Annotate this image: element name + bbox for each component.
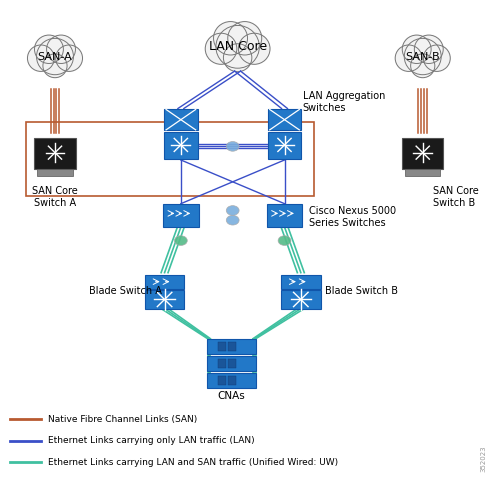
Text: Native Fibre Channel Links (SAN): Native Fibre Channel Links (SAN) — [48, 415, 197, 424]
FancyBboxPatch shape — [34, 138, 76, 169]
FancyBboxPatch shape — [37, 169, 73, 176]
Text: 352023: 352023 — [481, 445, 487, 472]
Circle shape — [213, 21, 248, 55]
FancyBboxPatch shape — [228, 342, 236, 351]
Ellipse shape — [226, 215, 239, 225]
FancyBboxPatch shape — [145, 275, 184, 289]
Ellipse shape — [174, 236, 187, 245]
Circle shape — [216, 25, 259, 68]
Text: SAN Core
Switch A: SAN Core Switch A — [32, 186, 78, 208]
FancyBboxPatch shape — [164, 109, 198, 131]
Circle shape — [223, 44, 252, 72]
Text: Ethernet Links carrying LAN and SAN traffic (Unified Wired: UW): Ethernet Links carrying LAN and SAN traf… — [48, 457, 338, 467]
Text: SAN Core
Switch B: SAN Core Switch B — [433, 186, 478, 208]
Text: Blade Switch B: Blade Switch B — [325, 286, 397, 296]
Text: CNAs: CNAs — [218, 391, 246, 401]
FancyBboxPatch shape — [402, 138, 444, 169]
FancyBboxPatch shape — [145, 290, 184, 309]
Text: LAN Aggregation
Switches: LAN Aggregation Switches — [303, 91, 385, 112]
FancyBboxPatch shape — [281, 275, 321, 289]
Text: SAN-A: SAN-A — [38, 52, 72, 61]
Circle shape — [404, 38, 441, 75]
FancyBboxPatch shape — [228, 359, 236, 368]
Ellipse shape — [226, 142, 239, 151]
Text: LAN Core: LAN Core — [208, 40, 267, 54]
FancyBboxPatch shape — [268, 109, 301, 131]
Circle shape — [423, 45, 450, 72]
FancyBboxPatch shape — [207, 356, 256, 371]
FancyBboxPatch shape — [405, 169, 441, 176]
Text: Ethernet Links carrying only LAN traffic (LAN): Ethernet Links carrying only LAN traffic… — [48, 436, 254, 445]
Circle shape — [27, 45, 54, 72]
Ellipse shape — [278, 236, 291, 245]
FancyBboxPatch shape — [218, 342, 226, 351]
Circle shape — [414, 35, 443, 63]
Circle shape — [37, 38, 73, 75]
Circle shape — [205, 33, 237, 64]
FancyBboxPatch shape — [218, 376, 226, 385]
Circle shape — [228, 21, 262, 55]
Circle shape — [395, 45, 422, 72]
FancyBboxPatch shape — [228, 376, 236, 385]
FancyBboxPatch shape — [281, 290, 321, 309]
Text: Blade Switch A: Blade Switch A — [89, 286, 161, 296]
FancyBboxPatch shape — [268, 132, 301, 158]
FancyBboxPatch shape — [207, 339, 256, 354]
FancyBboxPatch shape — [218, 359, 226, 368]
Ellipse shape — [226, 206, 239, 215]
Circle shape — [43, 54, 67, 77]
Circle shape — [411, 54, 435, 77]
FancyBboxPatch shape — [207, 373, 256, 388]
Circle shape — [35, 35, 63, 63]
FancyBboxPatch shape — [163, 204, 198, 227]
Circle shape — [402, 35, 431, 63]
FancyBboxPatch shape — [267, 204, 302, 227]
Text: Cisco Nexus 5000
Series Switches: Cisco Nexus 5000 Series Switches — [309, 206, 396, 227]
Circle shape — [239, 33, 270, 64]
Circle shape — [47, 35, 75, 63]
FancyBboxPatch shape — [164, 132, 198, 158]
Circle shape — [55, 45, 83, 72]
Text: SAN-B: SAN-B — [405, 52, 440, 61]
